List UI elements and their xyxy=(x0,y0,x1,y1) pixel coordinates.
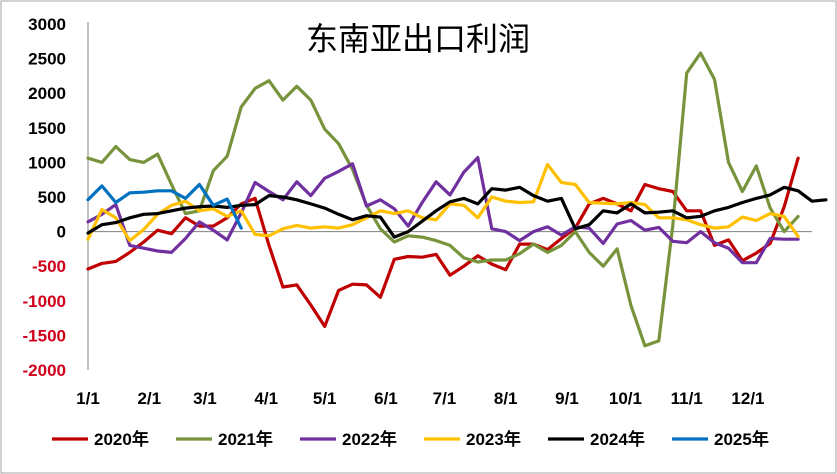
x-tick-label: 11/1 xyxy=(671,389,703,408)
x-tick-label: 6/1 xyxy=(374,389,398,408)
legend-label: 2020年 xyxy=(94,429,149,449)
legend-label: 2021年 xyxy=(218,429,273,449)
x-axis-ticks: 1/1 2/1 3/1 4/1 5/1 6/1 7/1 8/1 9/1 10/1 11/1 12/1 xyxy=(76,389,764,408)
y-tick-label: 1000 xyxy=(28,153,66,172)
y-tick-label: -2000 xyxy=(23,361,66,380)
x-tick-label: 7/1 xyxy=(433,389,457,408)
x-tick-label: 8/1 xyxy=(494,389,518,408)
x-tick-label: 1/1 xyxy=(76,389,100,408)
series-line-4 xyxy=(86,162,800,243)
y-tick-label: 2000 xyxy=(28,84,66,103)
legend-label: 2024年 xyxy=(590,429,645,449)
x-tick-label: 12/1 xyxy=(731,389,764,408)
x-tick-label: 4/1 xyxy=(254,389,278,408)
legend-label: 2023年 xyxy=(466,429,521,449)
y-axis-ticks: -2000 -1500 -1000 -500 0 500 1000 1500 2000 2500 3… xyxy=(23,15,66,380)
series-line-6 xyxy=(86,182,243,230)
axes xyxy=(87,22,812,370)
series-line-2 xyxy=(86,51,800,348)
series-lines xyxy=(86,51,828,348)
x-tick-label: 10/1 xyxy=(609,389,642,408)
legend-label: 2022年 xyxy=(342,429,397,449)
x-tick-label: 3/1 xyxy=(193,389,217,408)
series-line-5 xyxy=(86,185,828,239)
y-tick-label: 500 xyxy=(38,188,66,207)
y-tick-label: 0 xyxy=(57,223,66,242)
y-tick-label: 3000 xyxy=(28,15,66,34)
y-tick-label: 2500 xyxy=(28,50,66,69)
legend: 2020年 2021年 2022年 2023年 2024年 2025年 xyxy=(52,429,769,449)
y-tick-label: -1000 xyxy=(23,292,66,311)
chart-title: 东南亚出口利润 xyxy=(306,20,530,58)
x-tick-label: 2/1 xyxy=(137,389,161,408)
y-tick-label: 1500 xyxy=(28,119,66,138)
y-tick-label: -1500 xyxy=(23,326,66,345)
y-tick-label: -500 xyxy=(32,257,66,276)
series-line-3 xyxy=(86,156,800,265)
x-tick-label: 5/1 xyxy=(313,389,337,408)
legend-label: 2025年 xyxy=(714,429,769,449)
x-tick-label: 9/1 xyxy=(555,389,579,408)
